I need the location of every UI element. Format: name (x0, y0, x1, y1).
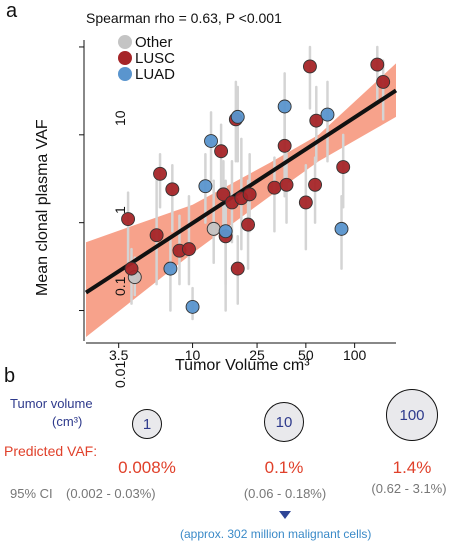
data-point-lusc (242, 187, 257, 202)
x-tick-label: 3.5 (108, 347, 129, 363)
data-point-lusc (370, 57, 385, 72)
legend-label-luad: LUAD (135, 65, 176, 83)
predicted-vaf-1: 0.008% (118, 458, 176, 477)
data-point-lusc (308, 177, 323, 192)
predicted-vaf-10: 0.1% (264, 458, 304, 477)
panel-a-label: a (6, 0, 18, 22)
data-point-lusc (302, 59, 317, 74)
data-point-lusc (121, 212, 136, 226)
y-tick-label: 10 (112, 110, 128, 126)
axes (79, 40, 396, 348)
data-point-lusc (241, 217, 256, 232)
ci-label: 95% CI (10, 486, 53, 501)
data-point-lusc (153, 166, 167, 181)
legend-swatch-luad (118, 67, 132, 81)
tumor-volume-unit: (cm³) (52, 414, 83, 429)
data-point-lusc (267, 180, 282, 195)
data-point-luad (334, 221, 349, 236)
x-tick-label: 100 (342, 347, 367, 363)
data-point-lusc (376, 74, 391, 89)
data-point-lusc (214, 144, 229, 159)
data-point-luad (204, 134, 218, 148)
legend-item-lusc: LUSC (118, 49, 176, 67)
data-point-lusc (277, 138, 292, 153)
data-point-luad (185, 299, 200, 314)
data-point-luad (320, 107, 335, 122)
x-axis-label: Tumor Volume cm³ (175, 357, 310, 374)
data-point-lusc (149, 228, 164, 243)
volume-value: 100 (399, 406, 425, 424)
legend-item-other: Other (118, 33, 175, 51)
legend-label-other: Other (135, 33, 173, 51)
data-point-lusc (298, 195, 313, 210)
volume-bubble-1: 1 (132, 409, 162, 439)
ci-range-10: (0.06 - 0.18%) (243, 486, 327, 501)
predicted-vaf-100: 1.4% (392, 458, 432, 477)
data-point-luad (163, 261, 178, 276)
data-point-luad (277, 99, 292, 114)
data-point-lusc (182, 242, 196, 257)
volume-bubble-100: 100 (386, 389, 438, 441)
scatter-plot (79, 40, 398, 348)
y-tick-label: 1 (112, 206, 128, 214)
ci-range-1: (0.002 - 0.03%) (66, 486, 156, 501)
predicted-vaf-label: Predicted VAF: (4, 443, 98, 459)
data-point-luad (218, 224, 233, 239)
data-point-lusc (309, 113, 324, 128)
data-point-lusc (124, 261, 139, 276)
y-tick-label: 0.01 (112, 360, 128, 388)
tumor-volume-label: Tumor volume (10, 396, 93, 411)
data-point-lusc (216, 187, 231, 202)
data-point-other (206, 221, 221, 236)
y-tick-label: 0.1 (112, 276, 128, 296)
panel-b-label: b (4, 365, 16, 387)
data-point-lusc (165, 182, 180, 197)
volume-value: 10 (275, 413, 293, 431)
x-tick-label: 10 (184, 347, 201, 363)
x-tick-label: 50 (298, 347, 314, 363)
data-point-lusc (230, 261, 245, 276)
data-point-layer (121, 57, 391, 314)
malignant-cells-note: (approx. 302 million malignant cells) (180, 527, 372, 541)
volume-value: 1 (142, 415, 152, 433)
x-tick-label: 25 (249, 347, 265, 363)
legend-swatch-lusc (118, 51, 132, 65)
legend-label-lusc: LUSC (135, 49, 176, 67)
data-point-lusc (336, 160, 351, 174)
legend-item-luad: LUAD (118, 65, 176, 83)
chart-subtitle: Spearman rho = 0.63, P <0.001 (86, 10, 282, 26)
data-point-luad (230, 109, 245, 124)
down-triangle-icon (279, 511, 291, 519)
data-point-luad (198, 179, 213, 194)
ci-range-100: (0.62 - 3.1%) (371, 481, 447, 496)
legend: Other LUSC LUAD (118, 33, 176, 83)
legend-swatch-other (118, 35, 132, 49)
data-point-lusc (279, 177, 294, 192)
volume-bubble-10: 10 (264, 402, 304, 442)
